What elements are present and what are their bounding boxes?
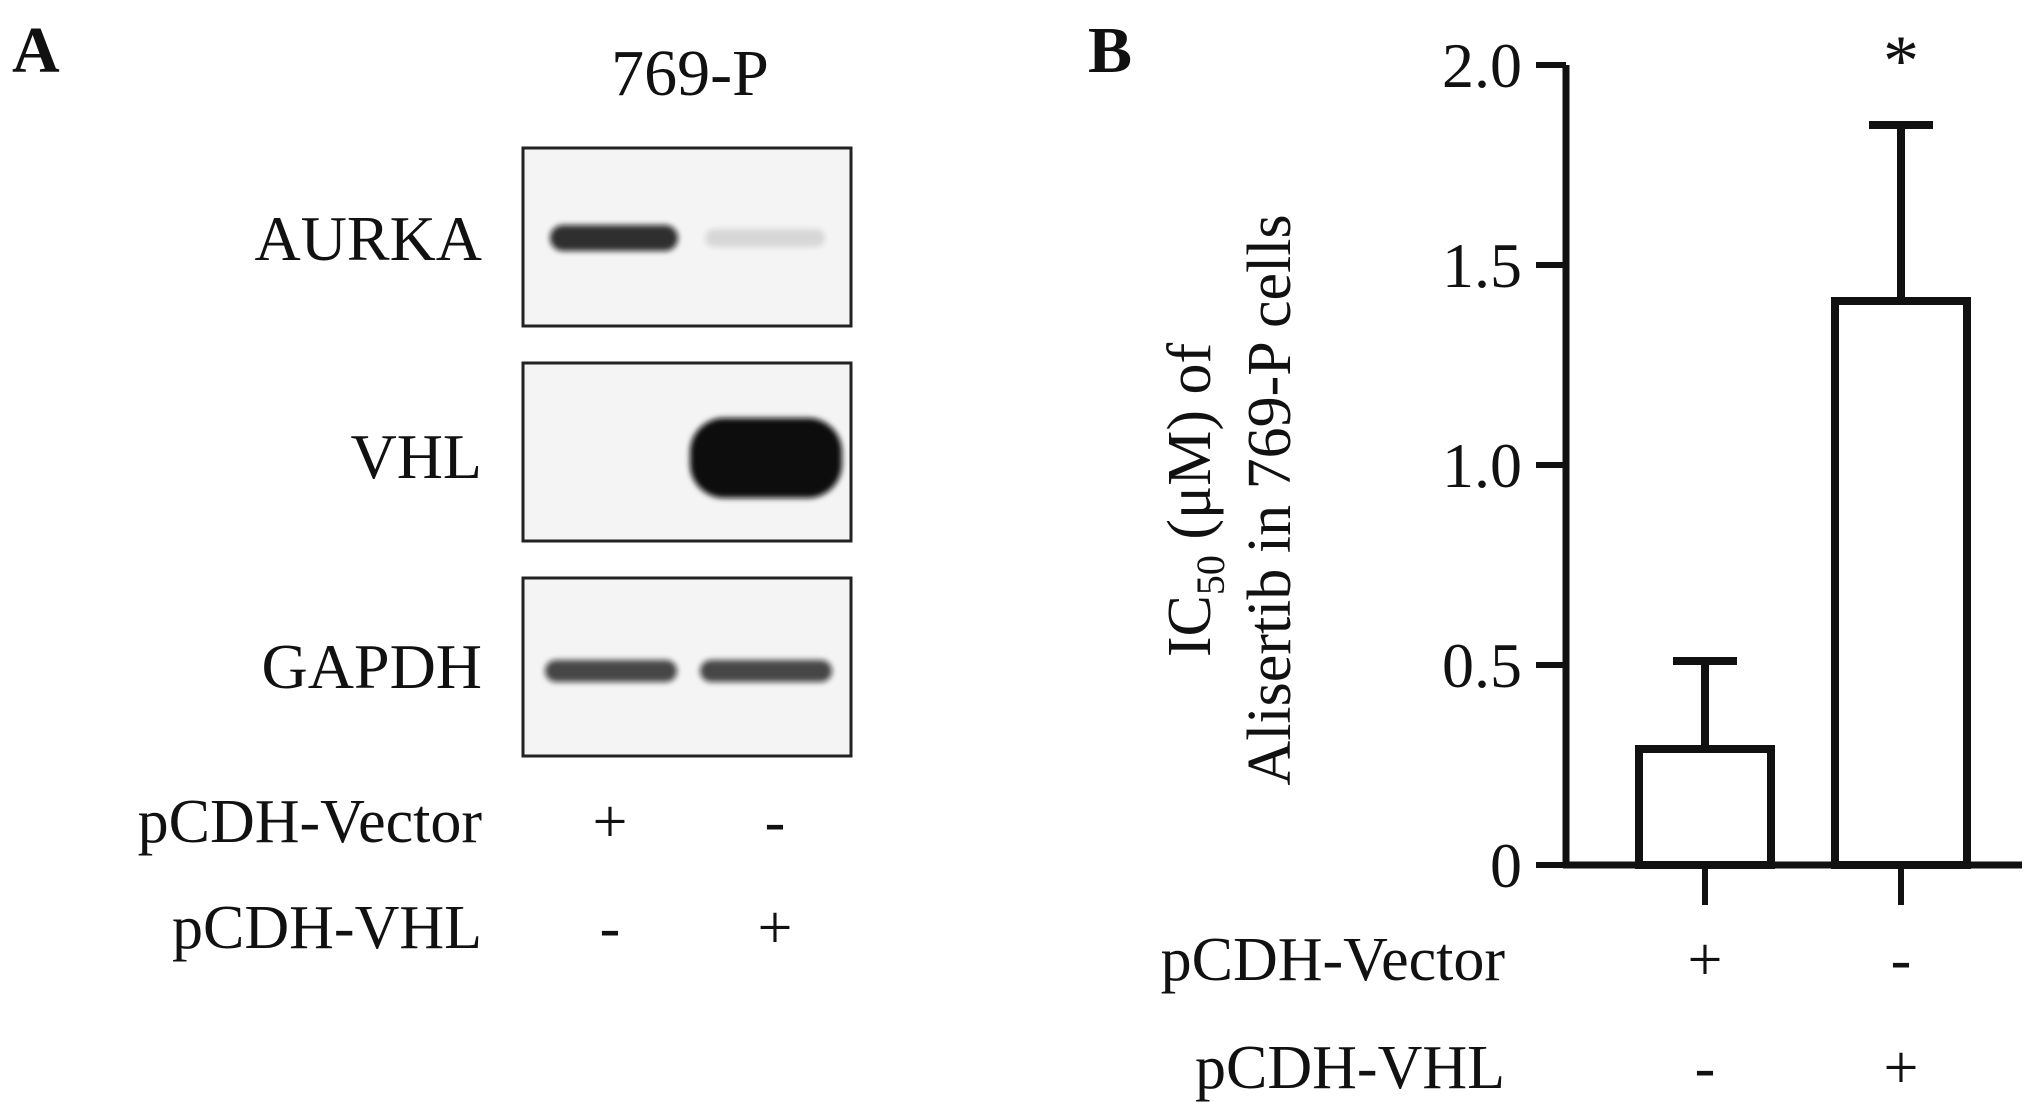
bar-plot: 0 0.5 1.0 1.5 2.0 * <box>1442 21 2022 905</box>
y-tick-label-0: 0 <box>1490 830 1522 901</box>
panel-a-sign-vhl-lane-1: - <box>600 894 621 962</box>
bar-1 <box>1831 297 1971 869</box>
band-vhl-lane-2 <box>690 418 842 498</box>
panel-a-condition-label-vector: pCDH-Vector <box>138 788 483 856</box>
band-gapdh-lane-2 <box>700 660 832 682</box>
band-gapdh-lane-1 <box>545 660 677 682</box>
blot-gapdh: GAPDH <box>262 576 853 758</box>
y-tick-label-4: 2.0 <box>1442 30 1522 101</box>
y-axis-label: IC50 (μM) of Alisertib in 769-P cells <box>1156 214 1304 785</box>
y-tick-label-2: 1.0 <box>1442 430 1522 501</box>
panel-b-condition-label-vhl: pCDH-VHL <box>1195 1034 1505 1102</box>
panel-b-letter: B <box>1088 14 1132 87</box>
panel-b-sign-vhl-bar-2: + <box>1884 1034 1919 1102</box>
blot-label-aurka: AURKA <box>254 203 482 274</box>
bar-0 <box>1635 745 1775 869</box>
panel-b-sign-vector-bar-1: + <box>1688 926 1723 994</box>
y-axis-label-prefix: IC <box>1156 595 1224 657</box>
y-axis-label-line-1: IC50 (μM) of <box>1156 342 1233 657</box>
y-axis-label-suffix: (μM) of <box>1156 342 1224 555</box>
y-axis-label-subscript: 50 <box>1188 555 1233 595</box>
cell-line-label: 769-P <box>611 37 769 110</box>
panel-b-sign-vector-bar-2: - <box>1891 926 1912 994</box>
y-axis-label-line-2: Alisertib in 769-P cells <box>1236 214 1304 785</box>
panel-a-conditions: pCDH-Vector + - pCDH-VHL - + <box>138 788 793 962</box>
panel-a-sign-vhl-lane-2: + <box>758 894 793 962</box>
blot-label-gapdh: GAPDH <box>262 631 482 702</box>
blot-label-vhl: VHL <box>350 421 482 492</box>
panel-b-sign-vhl-bar-1: - <box>1695 1034 1716 1102</box>
band-aurka-lane-2 <box>705 229 825 247</box>
band-aurka-lane-1 <box>550 225 678 251</box>
panel-b-condition-label-vector: pCDH-Vector <box>1161 926 1506 994</box>
significance-marker-1: * <box>1883 21 1919 101</box>
blot-vhl: VHL <box>350 361 853 543</box>
y-tick-label-1: 0.5 <box>1442 630 1522 701</box>
panel-a-sign-vector-lane-2: - <box>765 788 786 856</box>
panel-a-condition-label-vhl: pCDH-VHL <box>172 894 482 962</box>
panel-a-letter: A <box>12 14 60 87</box>
y-tick-label-3: 1.5 <box>1442 230 1522 301</box>
panel-a-sign-vector-lane-1: + <box>593 788 628 856</box>
panel-b-conditions: pCDH-Vector + - pCDH-VHL - + <box>1161 926 1919 1102</box>
blot-aurka: AURKA <box>254 146 853 328</box>
